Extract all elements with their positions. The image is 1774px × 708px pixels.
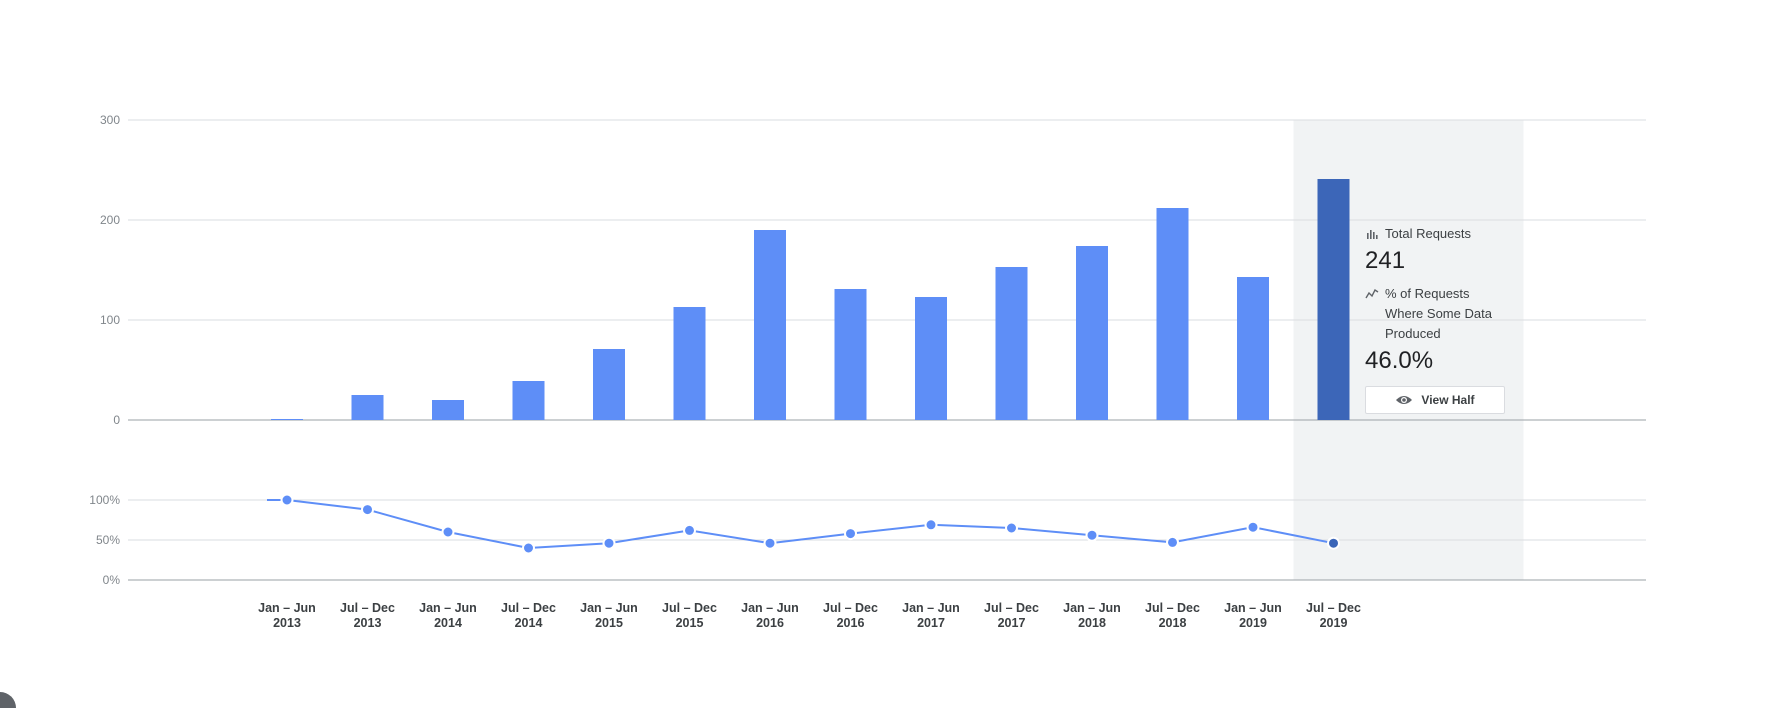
line-point[interactable] bbox=[1166, 535, 1179, 549]
bar[interactable] bbox=[1156, 208, 1189, 420]
x-tick-label: Jan – Jun 2014 bbox=[419, 601, 477, 630]
bar[interactable] bbox=[432, 400, 464, 420]
line-series bbox=[267, 493, 1340, 555]
y-tick-label: 0 bbox=[113, 413, 120, 427]
y2-tick-label: 0% bbox=[103, 573, 121, 587]
bar[interactable] bbox=[593, 349, 625, 420]
x-tick-label: Jan – Jun 2019 bbox=[1224, 601, 1282, 630]
bar[interactable] bbox=[995, 267, 1028, 420]
line-point[interactable] bbox=[1085, 528, 1099, 542]
line-point[interactable] bbox=[522, 541, 535, 555]
line-point[interactable] bbox=[1327, 536, 1340, 550]
line-point[interactable] bbox=[763, 536, 777, 550]
x-axis-labels: Jan – Jun 2013 Jul – Dec 2013 Jan – Jun 2014 J… bbox=[258, 601, 1361, 630]
x-tick-label: Jul – Dec 2019 bbox=[1306, 601, 1361, 630]
line-point[interactable] bbox=[441, 525, 455, 539]
y-tick-label: 200 bbox=[100, 213, 120, 227]
tooltip-metric1-label: Total Requests bbox=[1385, 226, 1471, 241]
line-point[interactable] bbox=[1246, 520, 1260, 534]
y2-tick-label: 100% bbox=[89, 493, 120, 507]
x-tick-label: Jan – Jun 2018 bbox=[1063, 601, 1121, 630]
bar[interactable] bbox=[915, 297, 947, 420]
view-half-button-label: View Half bbox=[1421, 393, 1475, 407]
bar[interactable] bbox=[1237, 277, 1269, 420]
tooltip-metric2-label: % of Requests Where Some Data Produced bbox=[1385, 286, 1492, 341]
bar-chart-icon bbox=[1367, 230, 1378, 239]
x-tick-label: Jul – Dec 2015 bbox=[662, 601, 717, 630]
x-tick-label: Jul – Dec 2018 bbox=[1145, 601, 1200, 630]
bar[interactable] bbox=[1317, 179, 1350, 420]
tooltip-metric2-value: 46.0% bbox=[1365, 347, 1434, 374]
tooltip-card: Total Requests 241 % of Requests Where S… bbox=[1365, 224, 1509, 414]
line-point[interactable] bbox=[844, 527, 857, 541]
x-tick-label: Jan – Jun 2013 bbox=[258, 601, 316, 630]
line-point[interactable] bbox=[602, 536, 616, 550]
bar-series bbox=[271, 179, 1350, 420]
bar[interactable] bbox=[351, 395, 384, 420]
x-tick-label: Jan – Jun 2017 bbox=[902, 601, 960, 630]
trend-line-icon bbox=[1365, 288, 1379, 299]
line-point[interactable] bbox=[683, 523, 696, 537]
bar[interactable] bbox=[512, 381, 545, 420]
line-point[interactable] bbox=[361, 503, 374, 517]
tooltip-metric1: Total Requests bbox=[1365, 224, 1509, 244]
bar[interactable] bbox=[1076, 246, 1108, 420]
x-tick-label: Jan – Jun 2016 bbox=[741, 601, 799, 630]
bar[interactable] bbox=[754, 230, 786, 420]
x-tick-label: Jul – Dec 2013 bbox=[340, 601, 395, 630]
bar[interactable] bbox=[271, 419, 303, 420]
bar[interactable] bbox=[834, 289, 867, 420]
x-tick-label: Jul – Dec 2014 bbox=[501, 601, 556, 630]
y-axis-labels: 0 100 200 300 0% 50% 100% bbox=[89, 113, 120, 587]
line-point[interactable] bbox=[1005, 521, 1018, 535]
x-tick-label: Jul – Dec 2016 bbox=[823, 601, 878, 630]
tooltip-metric2: % of Requests Where Some Data Produced bbox=[1365, 284, 1509, 344]
x-tick-label: Jan – Jun 2015 bbox=[580, 601, 638, 630]
y-tick-label: 100 bbox=[100, 313, 120, 327]
view-half-button[interactable]: View Half bbox=[1365, 386, 1505, 414]
bar[interactable] bbox=[673, 307, 706, 420]
line-point[interactable] bbox=[924, 518, 938, 532]
line-point[interactable] bbox=[280, 493, 294, 507]
x-tick-label: Jul – Dec 2017 bbox=[984, 601, 1039, 630]
y2-tick-label: 50% bbox=[96, 533, 120, 547]
eye-icon bbox=[1396, 396, 1413, 404]
y-tick-label: 300 bbox=[100, 113, 120, 127]
tooltip-metric1-value: 241 bbox=[1365, 247, 1406, 274]
